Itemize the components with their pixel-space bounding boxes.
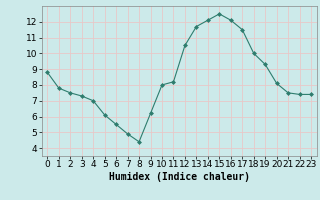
X-axis label: Humidex (Indice chaleur): Humidex (Indice chaleur): [109, 172, 250, 182]
